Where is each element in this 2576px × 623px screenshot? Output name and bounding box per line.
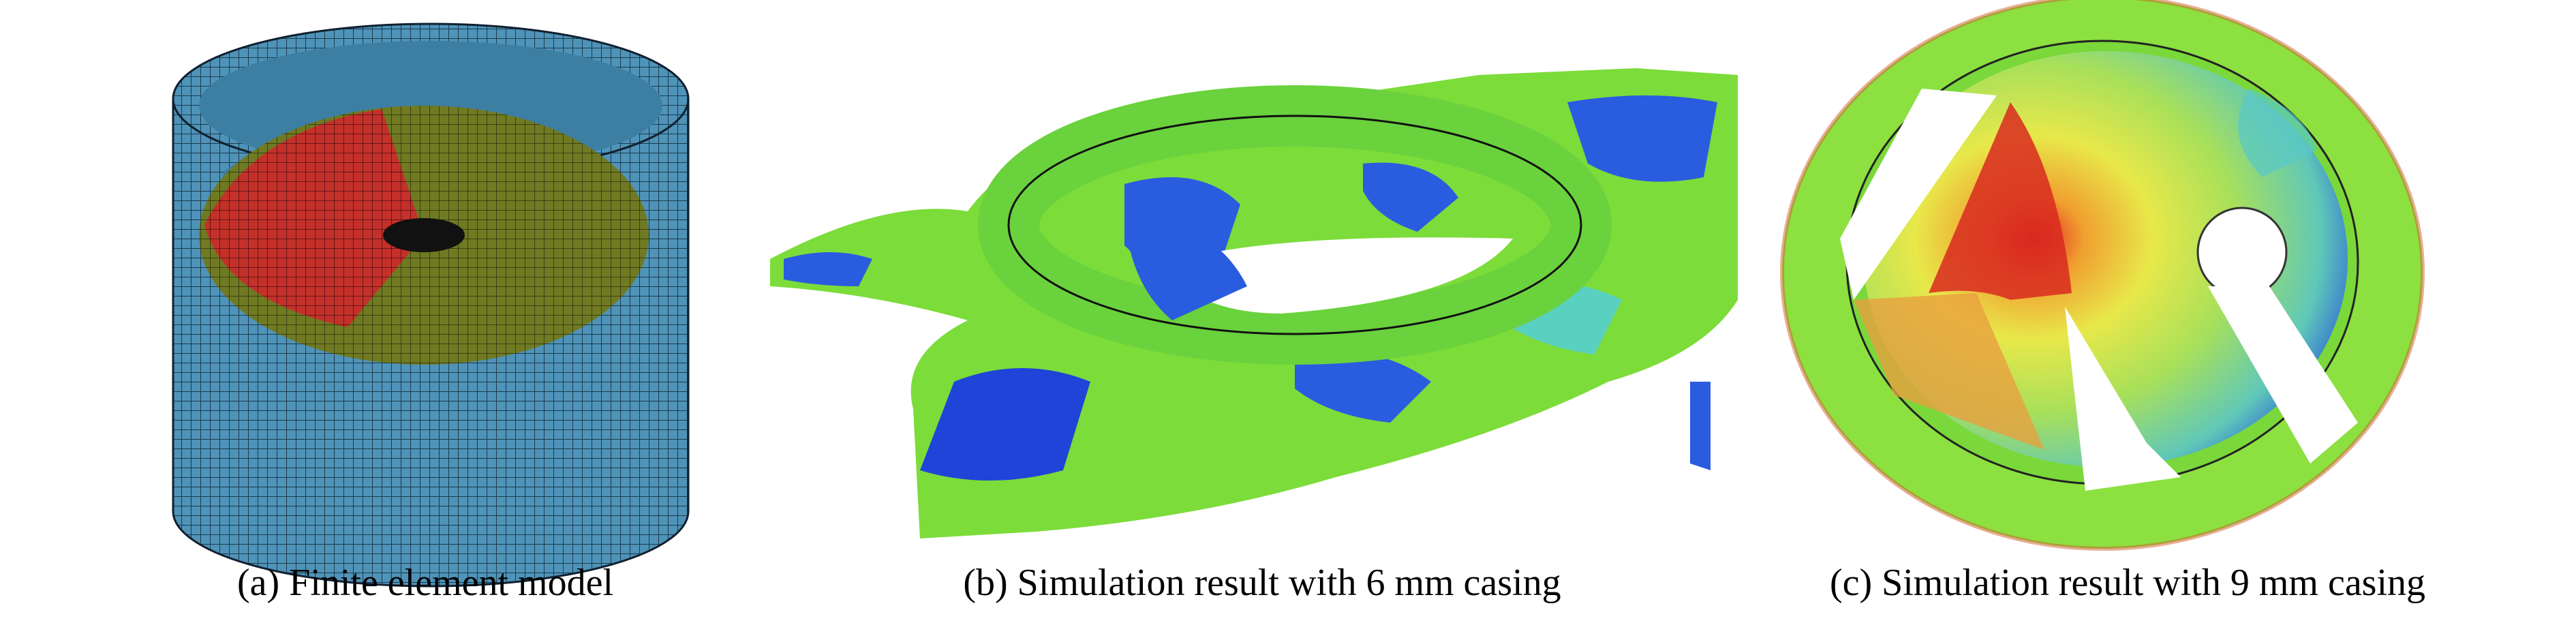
caption: (c) Simulation result with 9 mm casing <box>1830 562 2425 604</box>
caption: (a) Finite element model <box>237 562 613 604</box>
result-9mm <box>1780 0 2425 551</box>
fe-model <box>172 22 690 588</box>
caption: (b) Simulation result with 6 mm casing <box>963 562 1561 604</box>
result-6mm <box>770 68 1738 538</box>
